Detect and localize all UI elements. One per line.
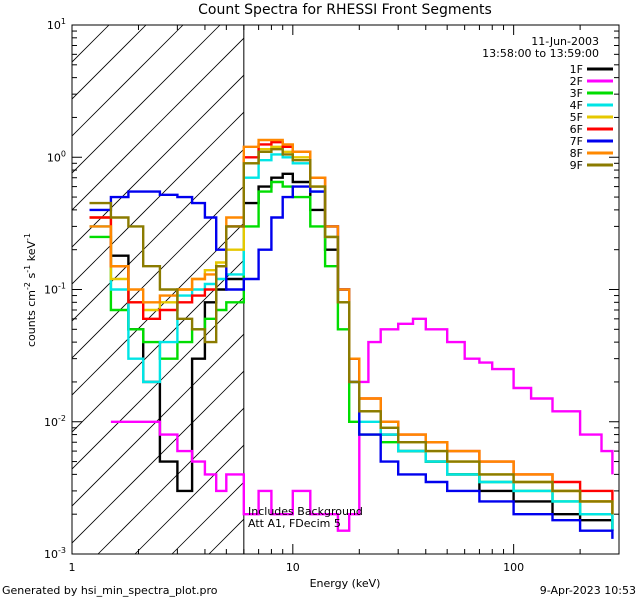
series-1F-line bbox=[110, 172, 614, 531]
annotation-attenuator: Att A1, FDecim 5 bbox=[248, 517, 341, 530]
legend-label-3F: 3F bbox=[570, 87, 583, 100]
time-range-label: 13:58:00 to 13:59:00 bbox=[482, 47, 599, 60]
y-tick-label: 10-1 bbox=[44, 282, 66, 297]
hatch-line bbox=[72, 370, 244, 544]
legend-label-6F: 6F bbox=[570, 123, 583, 136]
y-tick-label: 10-2 bbox=[44, 414, 66, 429]
series-3F-line bbox=[89, 180, 614, 531]
legend-label-4F: 4F bbox=[570, 99, 583, 112]
hatch-line bbox=[72, 148, 244, 322]
x-tick-label: 1 bbox=[69, 561, 76, 574]
hatch-line bbox=[72, 25, 184, 137]
series-group bbox=[89, 138, 614, 539]
hatch-line bbox=[72, 333, 244, 507]
y-tick-label: 101 bbox=[47, 17, 66, 32]
chart-title: Count Spectra for RHESSI Front Segments bbox=[198, 2, 492, 18]
footer-timestamp: 9-Apr-2023 10:53 bbox=[540, 584, 636, 597]
footer-generated: Generated by hsi_min_spectra_plot.pro bbox=[2, 584, 218, 597]
hatch-line bbox=[134, 444, 244, 554]
legend-label-7F: 7F bbox=[570, 135, 583, 148]
y-axis: 10-3 10-2 10-1 100 101 bbox=[44, 17, 619, 561]
series-2F-line bbox=[110, 317, 614, 532]
hatch-line bbox=[72, 25, 221, 174]
hatch-line bbox=[72, 74, 244, 248]
x-axis: 1 10 100 bbox=[69, 25, 620, 574]
legend-label-2F: 2F bbox=[570, 75, 583, 88]
hatch-line bbox=[72, 296, 244, 470]
y-tick-label: 10-3 bbox=[44, 546, 66, 561]
y-tick-label: 100 bbox=[47, 149, 66, 164]
hatch-line bbox=[97, 407, 244, 554]
legend-label-8F: 8F bbox=[570, 147, 583, 160]
series-9F-line bbox=[89, 148, 614, 515]
legend-label-5F: 5F bbox=[570, 111, 583, 124]
date-label: 11-Jun-2003 bbox=[531, 35, 599, 48]
hatch-line bbox=[72, 37, 244, 211]
x-tick-label: 10 bbox=[286, 561, 300, 574]
y-axis-label: counts cm-2 s-1 keV-1 bbox=[23, 233, 38, 347]
x-axis-label: Energy (keV) bbox=[310, 577, 381, 590]
series-8F-line bbox=[89, 138, 614, 515]
legend-label-1F: 1F bbox=[570, 63, 583, 76]
series-4F-line bbox=[89, 153, 614, 531]
annotation-background: Includes Background bbox=[248, 505, 363, 518]
series-7F-line bbox=[89, 185, 614, 539]
x-tick-label: 100 bbox=[503, 561, 524, 574]
hatch-line bbox=[72, 111, 244, 285]
legend-label-9F: 9F bbox=[570, 159, 583, 172]
series-5F-line bbox=[89, 145, 614, 515]
